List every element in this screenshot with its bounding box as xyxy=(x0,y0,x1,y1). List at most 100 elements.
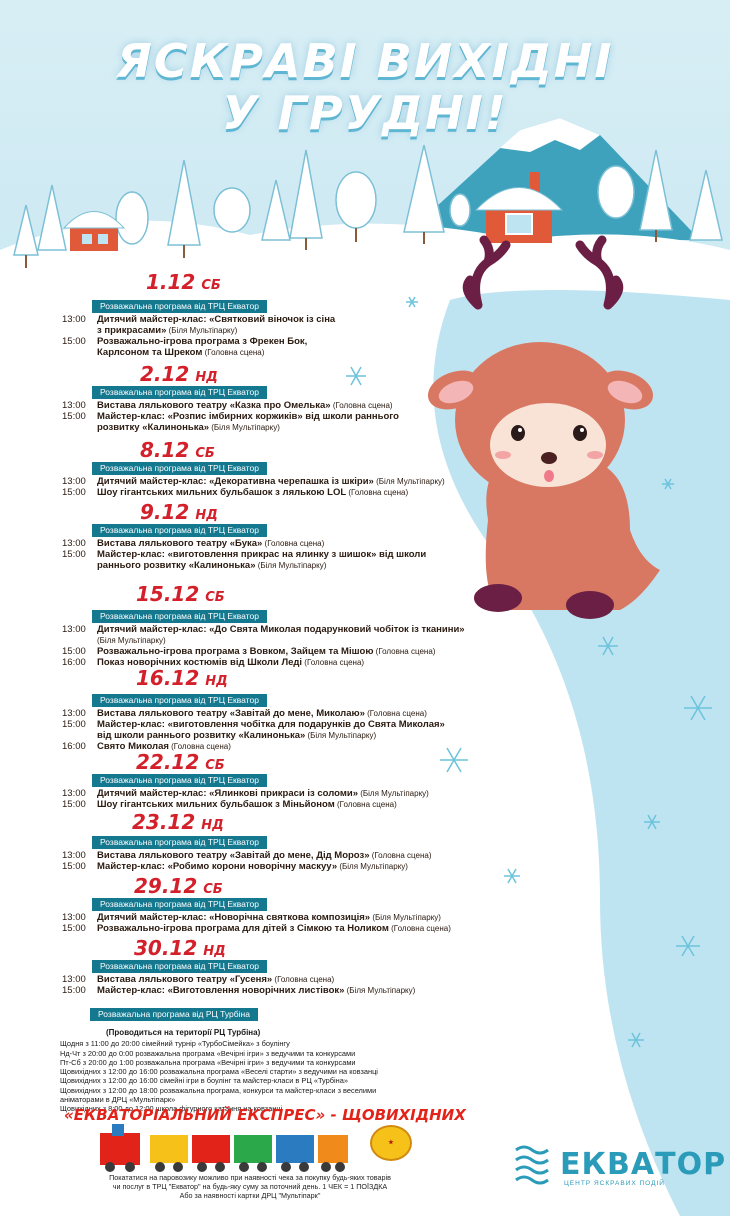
program-band: Розважальна програма від ТРЦ Екватор xyxy=(92,462,267,475)
program-band: Розважальна програма від ТРЦ Екватор xyxy=(92,610,267,623)
event-description: Розважально-ігрова програма для дітей з … xyxy=(97,923,451,934)
date-number: 16.12 xyxy=(136,666,200,690)
event-description: Вистава лялькового театру «Завітай до ме… xyxy=(97,850,432,861)
turbina-line: Щовихідних з 12:00 до 16:00 сімейні ігри… xyxy=(60,1076,348,1086)
event-time: 15:00 xyxy=(62,411,86,422)
event-location: (Головна сцена) xyxy=(302,658,365,667)
turbina-line: Щовихідних з 12:00 до 18:00 розважальна … xyxy=(60,1085,377,1095)
event-description: з прикрасами» (Біля Мультіпарку) xyxy=(97,325,238,336)
event-description: Шоу гігантських мильних бульбашок з ляль… xyxy=(97,487,409,498)
day-date: 23.12 НД xyxy=(132,810,224,834)
snow-field xyxy=(0,252,680,1216)
event-description: Вистава лялькового театру «Гусеня» (Голо… xyxy=(97,974,335,985)
event-location: (Біля Мультіпарку) xyxy=(305,731,377,740)
event-description: від школи раннього розвитку «Калинонька»… xyxy=(97,730,377,741)
turbina-line: аніматорами в ДРЦ «Мультіпарк» xyxy=(60,1095,176,1105)
headline-line-1: ЯСКРАВІ ВИХІДНІ xyxy=(116,34,614,88)
event-description: Шоу гігантських мильних бульбашок з Мінь… xyxy=(97,799,397,810)
event-time: 15:00 xyxy=(62,985,86,996)
day-of-week: СБ xyxy=(201,278,221,293)
turbina-line: Нд-Чт з 20:00 до 0:00 розважальна програ… xyxy=(60,1048,356,1058)
event-time: 13:00 xyxy=(62,476,86,487)
event-time: 13:00 xyxy=(62,400,86,411)
snowflake-icons xyxy=(346,296,712,1048)
event-location: (Біля Мультіпарку) xyxy=(357,789,429,798)
turbina-line: Щовихідних з 8:00 до 12:00 школа фігурно… xyxy=(60,1104,283,1114)
event-time: 16:00 xyxy=(62,741,86,752)
event-time: 15:00 xyxy=(62,799,86,810)
day-date: 15.12 СБ xyxy=(136,582,225,606)
program-band: Розважальна програма від ТРЦ Екватор xyxy=(92,898,267,911)
event-description: Дитячий майстер-клас: «До Свята Миколая … xyxy=(97,624,465,635)
event-time: 13:00 xyxy=(62,314,86,325)
event-time: 15:00 xyxy=(62,487,86,498)
event-description: Дитячий майстер-клас: «Святковий віночок… xyxy=(97,314,336,325)
date-number: 1.12 xyxy=(146,270,196,294)
event-location: (Головна сцена) xyxy=(202,348,265,357)
event-description: Показ новорічних костюмів від Школи Леді… xyxy=(97,657,365,668)
event-description: Вистава лялькового театру «Бука» (Головн… xyxy=(97,538,325,549)
event-location: (Біля Мультіпарку) xyxy=(255,561,327,570)
day-of-week: СБ xyxy=(203,882,223,897)
event-description: Розважально-ігрова програма з Вовком, За… xyxy=(97,646,436,657)
event-description: розвитку «Калинонька» (Біля Мультіпарку) xyxy=(97,422,280,433)
day-of-week: СБ xyxy=(195,446,215,461)
event-time: 15:00 xyxy=(62,336,86,347)
event-description: Майстер-клас: «виготовлення чобітка для … xyxy=(97,719,445,730)
event-location: (Біля Мультіпарку) xyxy=(209,423,280,432)
event-description: Дитячий майстер-клас: «Новорічна святков… xyxy=(97,912,441,923)
day-date: 16.12 НД xyxy=(136,666,228,690)
event-description: Майстер-клас: «Розпис імбирних коржиків»… xyxy=(97,411,399,422)
event-description: Дитячий майстер-клас: «Декоративна череп… xyxy=(97,476,445,487)
express-title: «ЕКВАТОРІАЛЬНИЙ ЕКСПРЕС» - ЩОВИХІДНИХ xyxy=(64,1106,466,1124)
footer-line: Або за наявності картки ДРЦ "Мультіпарк" xyxy=(179,1191,321,1200)
event-location: (Головна сцена) xyxy=(168,742,231,751)
deer-illustration xyxy=(427,235,660,619)
event-location: (Біля Мультіпарку) xyxy=(344,986,416,995)
event-location: (Головна сцена) xyxy=(369,851,432,860)
logo-name: ЕКВАТОР xyxy=(560,1147,727,1182)
program-band: Розважальна програма від ТРЦ Екватор xyxy=(92,836,267,849)
date-number: 22.12 xyxy=(136,750,200,774)
day-of-week: СБ xyxy=(205,758,225,773)
event-time: 15:00 xyxy=(62,861,86,872)
footer-line: Покататися на паровозику можливо при ная… xyxy=(109,1173,391,1182)
equator-logo: ЕКВАТОР ЦЕНТР ЯСКРАВИХ ПОДІЙ xyxy=(512,1145,725,1189)
program-band: Розважальна програма від ТРЦ Екватор xyxy=(92,694,267,707)
event-description: Вистава лялькового театру «Завітай до ме… xyxy=(97,708,427,719)
event-description: Майстер-клас: «Виготовлення новорічних л… xyxy=(97,985,416,996)
turbina-section: Розважальна програма від РЦ Турбіна (Про… xyxy=(60,1004,480,1114)
event-time: 15:00 xyxy=(62,549,86,560)
event-description: Дитячий майстер-клас: «Ялинкові прикраси… xyxy=(97,788,429,799)
event-time: 13:00 xyxy=(62,624,86,635)
event-location: (Головна сцена) xyxy=(272,975,335,984)
train-illustration xyxy=(100,1124,348,1172)
date-number: 15.12 xyxy=(136,582,200,606)
turbina-program-band: Розважальна програма від РЦ Турбіна xyxy=(90,1008,258,1021)
date-number: 23.12 xyxy=(132,810,196,834)
multipark-badge: ★ xyxy=(370,1125,412,1161)
event-location: (Головна сцена) xyxy=(330,401,393,410)
event-location: (Біля Мультіпарку) xyxy=(370,913,441,922)
program-band: Розважальна програма від ТРЦ Екватор xyxy=(92,774,267,787)
day-date: 29.12 СБ xyxy=(134,874,223,898)
date-number: 29.12 xyxy=(134,874,198,898)
event-location: (Головна сцена) xyxy=(346,488,409,497)
event-location: (Біля Мультіпарку) xyxy=(166,326,238,335)
event-description: Вистава лялькового театру «Казка про Оме… xyxy=(97,400,393,411)
event-description: раннього розвитку «Калинонька» (Біля Мул… xyxy=(97,560,327,571)
headline-line-2: У ГРУДНІ! xyxy=(222,86,508,140)
event-time: 16:00 xyxy=(62,657,86,668)
program-band: Розважальна програма від ТРЦ Екватор xyxy=(92,524,267,537)
day-date: 1.12 СБ xyxy=(146,270,221,294)
event-time: 13:00 xyxy=(62,788,86,799)
turbina-lines: Щодня з 11:00 до 20:00 сімейний турнір «… xyxy=(60,1039,480,1113)
footer-note: Покататися на паровозику можливо при ная… xyxy=(40,1173,460,1200)
event-description: Карлсоном та Шреком (Головна сцена) xyxy=(97,347,265,358)
date-number: 8.12 xyxy=(140,438,190,462)
event-time: 13:00 xyxy=(62,912,86,923)
program-band: Розважальна програма від ТРЦ Екватор xyxy=(92,386,267,399)
event-time: 13:00 xyxy=(62,974,86,985)
day-of-week: НД xyxy=(195,370,218,385)
event-time: 13:00 xyxy=(62,708,86,719)
